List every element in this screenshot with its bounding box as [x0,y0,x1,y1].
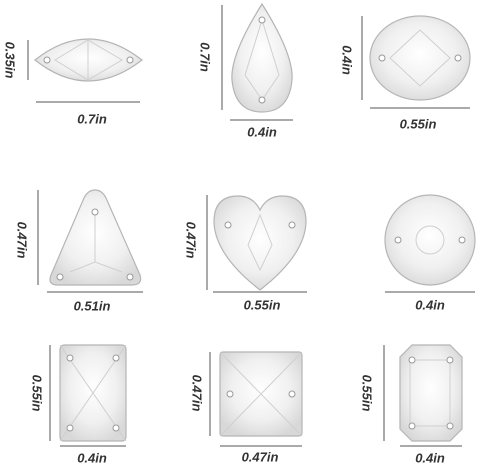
heart-gem [206,195,307,293]
height-label: 0.47in [15,222,30,259]
width-label: 0.4in [247,124,277,139]
triangle-gem [37,189,143,293]
oval-gem [361,15,471,109]
rectangle-gem [49,344,127,447]
width-label: 0.51in [74,298,111,313]
width-label: 0.4in [415,450,445,465]
height-label: 0.55in [360,375,375,412]
height-label: 0.47in [184,222,199,259]
width-label: 0.7in [77,111,107,126]
marquise-gem [27,38,143,103]
height-label: 0.47in [190,375,205,412]
square-gem [209,351,303,447]
height-label: 0.35in [3,42,18,79]
height-label: 0.7in [198,42,213,72]
height-label: 0.55in [30,375,45,412]
width-label: 0.47in [242,449,279,464]
width-label: 0.55in [400,116,437,131]
width-label: 0.55in [244,297,281,312]
octagon-gem [383,344,463,447]
teardrop-gem [221,2,293,121]
height-label: 0.4in [340,45,355,75]
round-gem [384,194,476,293]
width-label: 0.4in [77,450,107,465]
width-label: 0.4in [415,297,445,312]
